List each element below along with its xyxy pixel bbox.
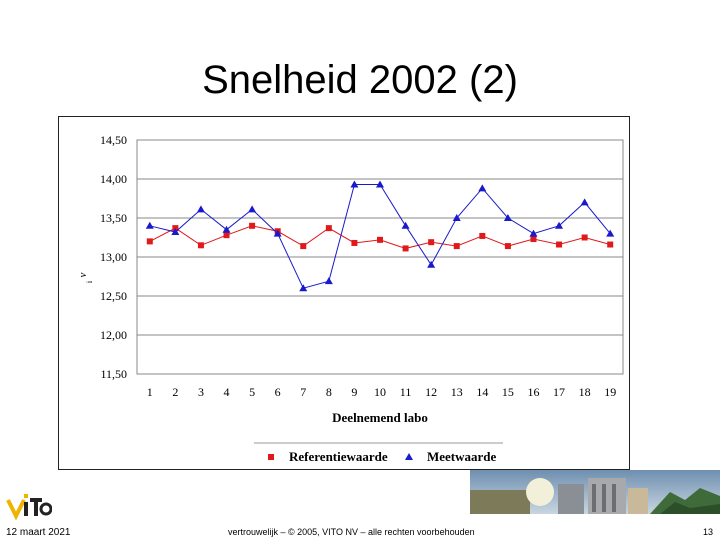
data-point — [324, 277, 333, 285]
data-point — [529, 229, 538, 237]
slide-date: 12 maart 2021 — [6, 527, 71, 538]
x-tick-label: 16 — [527, 385, 539, 399]
page-number: 13 — [703, 527, 714, 537]
x-tick-label: 13 — [451, 385, 463, 399]
data-point — [351, 239, 358, 246]
data-point — [376, 180, 384, 188]
x-tick-label: 15 — [502, 385, 514, 399]
y-axis-label: v i — [77, 272, 94, 283]
x-tick-label: 4 — [224, 385, 230, 399]
x-tick-label: 12 — [425, 385, 437, 399]
grid-layer — [136, 139, 624, 375]
data-point — [401, 221, 410, 229]
x-axis-label: Deelnemend labo — [332, 410, 428, 425]
data-point — [171, 228, 180, 236]
data-point — [504, 243, 511, 250]
data-point — [222, 225, 231, 233]
data-point — [478, 184, 487, 192]
data-point — [377, 236, 383, 243]
data-point — [249, 222, 256, 229]
data-point — [299, 284, 308, 292]
x-tick-label: 9 — [351, 385, 357, 399]
data-point — [402, 245, 409, 252]
data-point — [248, 205, 257, 213]
legend-marker — [268, 454, 274, 460]
x-tick-label: 3 — [198, 385, 204, 399]
data-point — [428, 239, 435, 246]
data-point — [325, 225, 332, 232]
data-point — [145, 221, 154, 229]
legend-label: Referentiewaarde — [289, 449, 388, 464]
data-point — [581, 234, 588, 241]
x-tick-label: 7 — [300, 385, 306, 399]
data-point — [530, 236, 537, 243]
x-tick-label: 19 — [604, 385, 616, 399]
data-point — [556, 241, 563, 248]
data-point — [503, 214, 512, 221]
data-point — [300, 243, 307, 250]
y-tick-label: 13,00 — [100, 250, 127, 264]
data-point — [223, 232, 230, 239]
series-layer — [145, 180, 615, 292]
x-tick-label: 6 — [275, 385, 281, 399]
x-tick-label: 11 — [400, 385, 412, 399]
x-tick-label: 5 — [249, 385, 255, 399]
data-point — [607, 241, 614, 248]
x-tick-label: 17 — [553, 385, 565, 399]
x-tick-label: 8 — [326, 385, 332, 399]
data-point — [146, 238, 153, 245]
data-point — [427, 260, 436, 268]
x-tick-label: 2 — [172, 385, 178, 399]
x-tick-label: 14 — [476, 385, 488, 399]
data-point — [479, 232, 486, 239]
legend-label: Meetwaarde — [427, 449, 497, 464]
data-point — [453, 243, 460, 250]
data-point — [197, 242, 204, 249]
y-tick-label: 12,50 — [100, 289, 127, 303]
series-referentiewaarde — [146, 222, 614, 252]
slide-title: Snelheid 2002 (2) — [202, 58, 518, 102]
y-tick-label: 14,00 — [100, 172, 127, 186]
y-axis-label-sub: i — [85, 280, 94, 283]
series-line — [149, 183, 611, 289]
y-tick-label: 12,00 — [100, 328, 127, 342]
data-point — [580, 198, 589, 206]
vito-logo-icon — [6, 490, 53, 525]
legend: Referentiewaarde Meetwaarde — [268, 449, 497, 464]
data-point — [196, 205, 205, 213]
data-point — [555, 221, 564, 229]
copyright-notice: vertrouwelijk – © 2005, VITO NV – alle r… — [228, 527, 475, 537]
y-tick-label: 14,50 — [100, 133, 127, 147]
data-point — [606, 229, 615, 237]
y-tick-label: 13,50 — [100, 211, 127, 225]
data-point — [350, 180, 359, 188]
legend-marker — [405, 453, 413, 460]
x-tick-label: 18 — [579, 385, 591, 399]
x-tick-label: 1 — [147, 385, 153, 399]
y-tick-label: 11,50 — [100, 367, 127, 381]
chart-frame: 11,50 12,00 12,50 13,00 13,50 14,00 14,50 1 2 3 4 5… — [58, 116, 630, 470]
series-meetwaarde — [145, 180, 615, 292]
y-axis-label-main: v — [77, 272, 89, 277]
city-landscape-banner-icon — [470, 470, 720, 514]
data-point — [273, 229, 282, 237]
x-tick-label: 10 — [374, 385, 386, 399]
data-point — [452, 214, 461, 221]
